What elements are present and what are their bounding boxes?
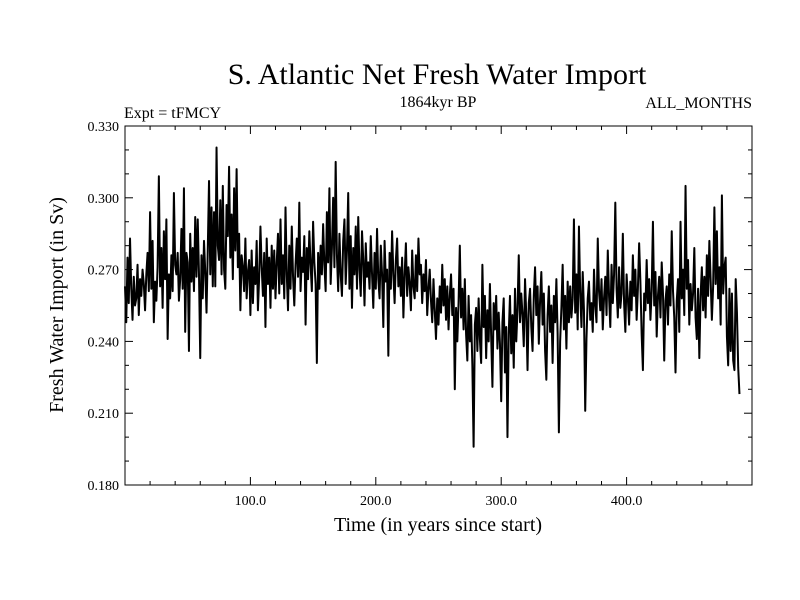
y-tick-label: 0.240 — [88, 335, 120, 350]
chart-title: S. Atlantic Net Fresh Water Import — [228, 58, 647, 91]
y-tick-label: 0.180 — [88, 479, 120, 494]
x-tick-label: 300.0 — [485, 494, 517, 509]
y-axis-label: Fresh Water Import (in Sv) — [46, 197, 68, 413]
axis-ticks — [125, 126, 752, 485]
x-tick-label: 100.0 — [235, 494, 267, 509]
experiment-label: Expt = tFMCY — [124, 105, 221, 122]
y-tick-label: 0.300 — [88, 192, 120, 207]
x-tick-label: 200.0 — [360, 494, 392, 509]
y-tick-label: 0.210 — [88, 407, 120, 422]
fresh-water-import-series-line — [124, 146, 741, 448]
months-label: ALL_MONTHS — [645, 95, 752, 112]
y-tick-label: 0.330 — [88, 120, 120, 135]
y-tick-label: 0.270 — [88, 264, 120, 279]
y-tick-labels: 0.180 0.210 0.240 0.270 0.300 0.330 — [88, 120, 120, 494]
x-axis-label: Time (in years since start) — [334, 514, 542, 536]
period-label: 1864kyr BP — [400, 94, 477, 111]
x-tick-labels: 100.0 200.0 300.0 400.0 — [235, 494, 643, 509]
x-tick-label: 400.0 — [611, 494, 643, 509]
